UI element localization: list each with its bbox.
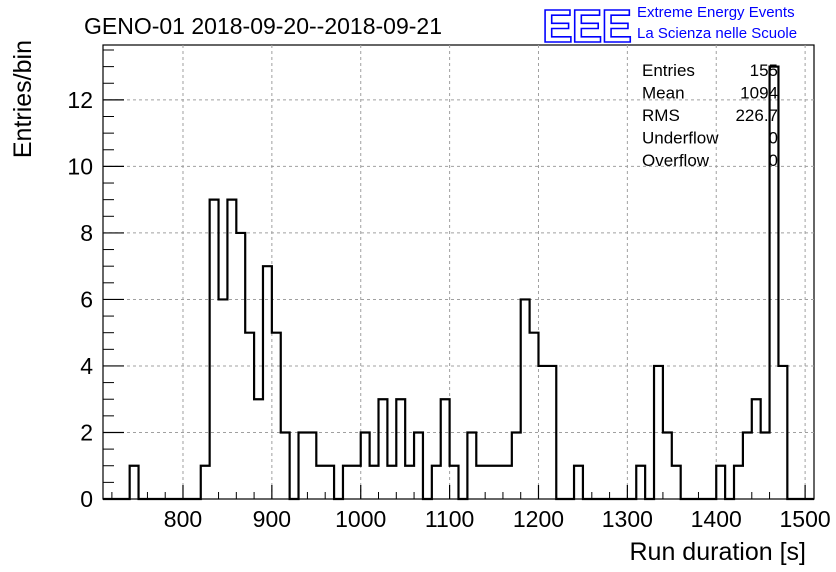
logo-line-1: Extreme Energy Events — [637, 4, 795, 21]
x-tick-label: 1300 — [602, 506, 653, 532]
stats-value: 1094 — [740, 84, 778, 103]
y-tick-label: 0 — [80, 486, 93, 512]
x-tick-label: 1200 — [513, 506, 564, 532]
stats-label: Underflow — [642, 129, 719, 148]
stats-label: Overflow — [642, 151, 710, 170]
y-tick-label: 6 — [80, 286, 93, 312]
y-tick-label: 4 — [80, 353, 93, 379]
stats-label: RMS — [642, 106, 680, 125]
histogram-series — [103, 65, 814, 501]
tick-labels: 800 900 1000 1100 1200 1300 1400 1500 0 2 4 6 8 10 12 — [67, 87, 830, 532]
y-tick-label: 2 — [80, 419, 93, 445]
x-axis-label: Run duration [s] — [630, 538, 807, 566]
x-tick-label: 1500 — [780, 506, 831, 532]
y-tick-label: 8 — [80, 220, 93, 246]
x-tick-label: 1400 — [691, 506, 742, 532]
axis-ticks — [103, 49, 806, 500]
y-axis-label: Entries/bin — [9, 40, 37, 158]
eee-logo: EEE Extreme Energy Events La Scienza nel… — [541, 0, 797, 53]
stats-value: 0 — [769, 129, 778, 148]
stats-label: Mean — [642, 84, 685, 103]
stats-value: 226.7 — [735, 106, 778, 125]
stats-value: 0 — [769, 151, 778, 170]
logo-line-2: La Scienza nelle Scuole — [637, 25, 797, 42]
y-tick-label: 10 — [67, 153, 93, 179]
x-tick-label: 900 — [253, 506, 291, 532]
stats-box: Entries 155 Mean 1094 RMS 226.7 Underflow 0 Over… — [642, 61, 778, 170]
x-tick-label: 1100 — [425, 506, 474, 532]
y-tick-label: 12 — [67, 87, 93, 113]
chart-title: GENO-01 2018-09-20--2018-09-21 — [84, 13, 442, 39]
eee-logo-mark: EEE — [542, 0, 631, 52]
stats-label: Entries — [642, 61, 695, 80]
x-tick-label: 800 — [164, 506, 202, 532]
stats-value: 155 — [750, 61, 778, 80]
x-tick-label: 1000 — [335, 506, 386, 532]
